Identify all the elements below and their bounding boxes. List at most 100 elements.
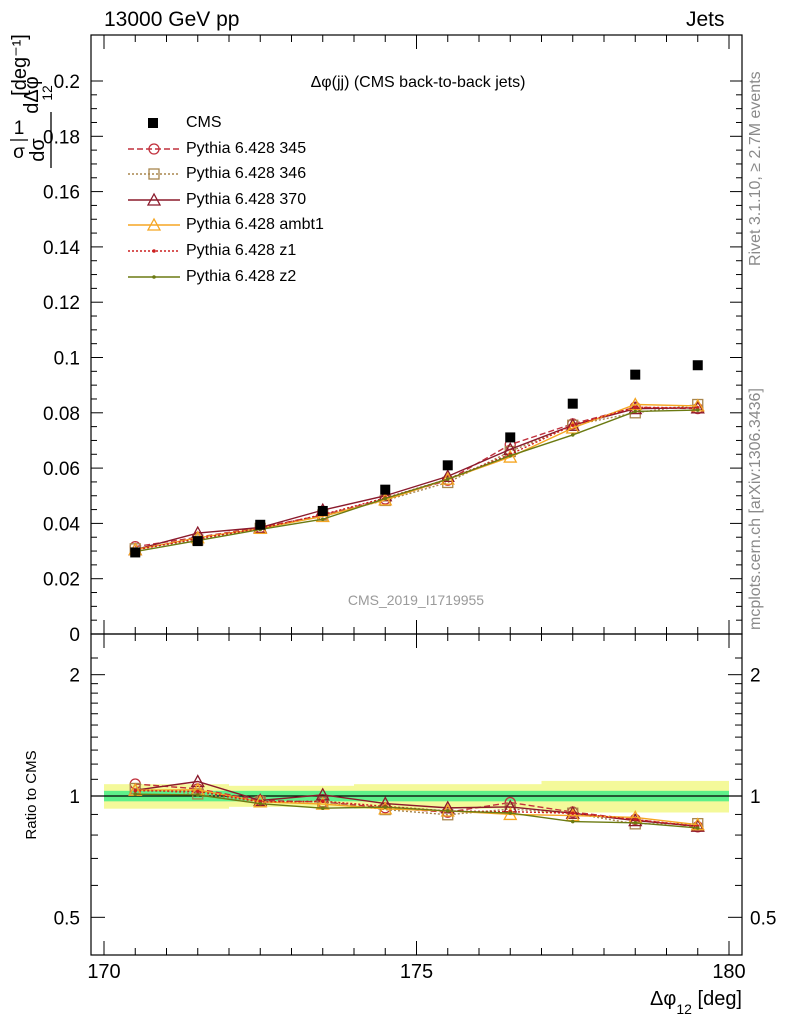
ratio-tick-label-right: 2	[750, 666, 761, 687]
x-axis-label-symbol: Δφ	[650, 988, 676, 1010]
legend-label: Pythia 6.428 z1	[186, 241, 297, 259]
y-tick-label: 0.02	[43, 570, 80, 591]
x-tick-label: 180	[712, 961, 745, 983]
main-panel: 0 0.02 0.04 0.06 0.08 0.1 0.12 0.14 0.16 0.18 0.2	[43, 34, 743, 646]
ratio-tick-label: 0.5	[54, 908, 80, 929]
ratio-tick-label: 1	[69, 787, 80, 808]
x-axis-label-unit: [deg]	[692, 988, 742, 1010]
data-point-cms	[692, 360, 703, 371]
y-tick-label: 0	[69, 625, 80, 646]
ratio-point-5	[383, 805, 388, 809]
legend-swatch	[128, 142, 180, 155]
ratio-point-4	[195, 789, 200, 794]
x-axis-label-sub: 12	[676, 1001, 692, 1017]
legend-swatch	[128, 218, 180, 232]
legend-marker	[148, 168, 160, 180]
series-point-3	[628, 397, 643, 411]
header-right: Jets	[686, 8, 725, 31]
legend-swatch	[128, 168, 180, 180]
legend-label: Pythia 6.428 z2	[186, 267, 297, 285]
legend-marker	[148, 142, 160, 155]
rivet-label: Rivet 3.1.10, ≥ 2.7M events	[747, 71, 764, 266]
series-line-0	[135, 406, 698, 548]
x-tick-label: 175	[400, 961, 433, 983]
ratio-point-3	[378, 801, 393, 815]
legend-swatch	[148, 118, 158, 128]
ratio-point-4	[320, 799, 325, 803]
data-point-cms	[130, 547, 141, 558]
ratio-point-4	[570, 811, 575, 816]
series-point-2	[440, 469, 455, 483]
data-point-cms	[192, 536, 203, 547]
svg-text:dσ: dσ	[27, 138, 49, 162]
x-axis-label: Δφ12 [deg]	[650, 988, 742, 1017]
legend-marker	[152, 274, 156, 279]
data-point-cms	[317, 505, 328, 516]
data-point-cms	[442, 460, 453, 471]
ratio-point-4	[633, 817, 638, 822]
series-point-5	[445, 477, 450, 481]
legend-label: CMS	[186, 114, 222, 131]
ratio-axis-label: Ratio to CMS	[23, 750, 40, 839]
series-point-2	[628, 401, 643, 415]
legend-marker	[152, 249, 156, 253]
data-point-cms	[567, 398, 578, 409]
ratio-line-5	[135, 793, 698, 829]
legend-label: Pythia 6.428 ambt1	[186, 216, 324, 234]
y-tick-label: 0.16	[43, 183, 80, 204]
legend-swatch	[128, 192, 180, 206]
ratio-point-5	[320, 806, 325, 811]
ratio-point-4	[133, 788, 138, 793]
svg-text:1: 1	[14, 118, 25, 139]
data-point-cms	[630, 369, 641, 380]
ratio-point-5	[570, 819, 575, 824]
series-point-4	[570, 423, 575, 428]
svg-text:dΔφ: dΔφ	[21, 76, 43, 113]
series-point-5	[633, 409, 638, 414]
series-point-2	[378, 488, 393, 502]
x-tick-label: 170	[87, 961, 120, 983]
series-line-2	[135, 407, 698, 551]
y-tick-label: 0.18	[43, 127, 80, 148]
series-point-4	[633, 405, 638, 410]
y-tick-label: 0.1	[54, 349, 80, 370]
legend-swatch	[128, 274, 180, 279]
data-point-cms	[255, 519, 266, 530]
series-point-5	[695, 408, 700, 412]
mcplots-label: mcplots.cern.ch [arXiv:1306.3436]	[747, 388, 764, 630]
ratio-point-5	[133, 792, 138, 797]
series-point-5	[570, 433, 575, 437]
series-line-1	[135, 403, 698, 550]
legend-marker	[146, 192, 162, 206]
series-point-5	[508, 453, 513, 458]
data-point-cms	[380, 484, 391, 495]
series-point-5	[383, 496, 388, 501]
y-tick-label: 0.14	[43, 238, 80, 259]
header-left: 13000 GeV pp	[104, 8, 240, 31]
svg-text:12: 12	[39, 85, 55, 101]
y-tick-label: 0.06	[43, 459, 80, 480]
ratio-point-2	[440, 800, 455, 814]
legend-label: Pythia 6.428 370	[186, 190, 307, 208]
series-line-3	[135, 403, 698, 551]
ratio-tick-label-right: 0.5	[750, 908, 776, 929]
series-line-5	[135, 409, 698, 553]
watermark: CMS_2019_I1719955	[348, 592, 484, 608]
series-point-3	[565, 420, 580, 434]
y-axis-unit: [deg⁻¹]	[9, 34, 31, 96]
y-tick-label: 0.2	[54, 72, 80, 93]
ratio-point-5	[508, 811, 513, 815]
ratio-point-5	[445, 809, 450, 813]
ratio-point-5	[195, 793, 200, 797]
legend-label: Pythia 6.428 345	[186, 139, 307, 157]
legend-swatch	[128, 249, 180, 253]
y-tick-label: 0.04	[43, 514, 80, 535]
ratio-tick-label-right: 1	[750, 787, 761, 808]
legend-marker	[146, 218, 162, 232]
series-point-5	[320, 517, 325, 522]
ratio-point-5	[633, 820, 638, 825]
legend-marker-cms	[148, 118, 158, 128]
y-axis-label: 1 σ dσ dΔφ 12 [deg⁻¹]	[9, 34, 55, 168]
ratio-panel: 170 175 180 0.5 0.5 1 1 2 2	[54, 633, 776, 983]
